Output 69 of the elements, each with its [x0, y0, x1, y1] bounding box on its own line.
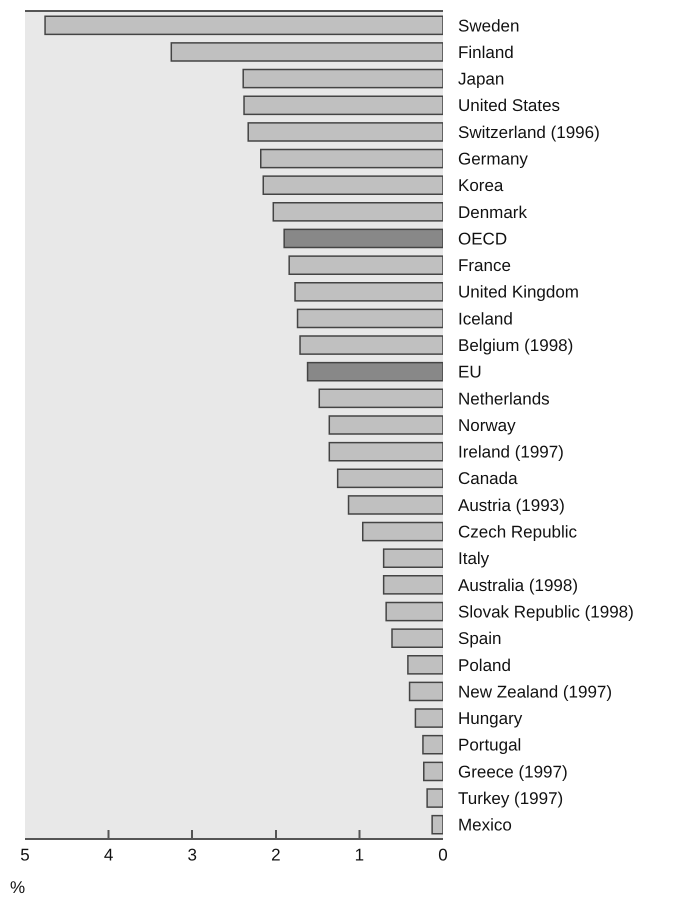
- bar: [44, 16, 443, 36]
- y-tick-label: Austria (1993): [458, 496, 565, 515]
- y-tick-label: Hungary: [458, 709, 523, 728]
- y-tick-label: Belgium (1998): [458, 336, 574, 356]
- bar: [385, 602, 443, 622]
- y-tick-label: Ireland (1997): [458, 442, 564, 462]
- bar: [423, 762, 443, 782]
- bar: [306, 362, 443, 382]
- bar: [299, 335, 443, 355]
- bar: [294, 282, 443, 302]
- bar: [247, 122, 443, 142]
- y-tick-label: France: [458, 256, 511, 276]
- bar: [328, 415, 443, 435]
- y-tick-label: Sweden: [458, 16, 520, 36]
- x-axis-title: %: [10, 878, 26, 897]
- y-tick-label: Denmark: [458, 202, 528, 222]
- y-tick-label: Korea: [458, 176, 504, 196]
- y-tick-label: Norway: [458, 416, 516, 435]
- y-tick-label: EU: [458, 362, 482, 382]
- y-tick-label: United Kingdom: [458, 282, 579, 302]
- y-tick-label: Finland: [458, 42, 514, 62]
- bar: [296, 308, 443, 328]
- x-tick-label: 0: [438, 845, 448, 864]
- bar: [362, 522, 443, 542]
- x-tick-label: 2: [271, 845, 281, 864]
- bar: [272, 202, 443, 222]
- y-tick-label: Canada: [458, 469, 518, 488]
- y-tick-label: Japan: [458, 70, 504, 89]
- y-tick-label: Australia (1998): [458, 576, 578, 595]
- y-tick-label: Netherlands: [458, 389, 550, 408]
- y-tick-label: United States: [458, 96, 560, 116]
- y-tick-label: Slovak Republic (1998): [458, 602, 634, 622]
- y-tick-label: Portugal: [458, 736, 522, 755]
- y-tick-label: Mexico: [458, 816, 512, 835]
- bar: [407, 655, 443, 675]
- bar: [348, 495, 443, 515]
- y-tick-label: OECD: [458, 229, 508, 248]
- bar: [260, 148, 443, 168]
- y-tick-label: Greece (1997): [458, 762, 568, 782]
- bar: [328, 442, 443, 462]
- bar: [414, 708, 443, 728]
- bar: [431, 814, 443, 834]
- bar: [318, 388, 443, 408]
- y-tick-label: Turkey (1997): [458, 788, 564, 808]
- y-tick-label: Italy: [458, 549, 490, 568]
- bar: [426, 788, 443, 808]
- bar: [243, 95, 443, 116]
- x-tick-label: 1: [354, 845, 364, 864]
- y-tick-label: New Zealand (1997): [458, 682, 612, 702]
- bar: [391, 628, 443, 648]
- y-tick-label: Iceland: [458, 309, 513, 328]
- bar: [170, 42, 443, 62]
- bar: [336, 468, 443, 488]
- x-tick-label: 4: [104, 845, 114, 864]
- y-tick-label: Germany: [458, 150, 528, 168]
- bar: [408, 682, 443, 702]
- bar: [382, 575, 443, 595]
- x-tick-label: 3: [187, 845, 197, 864]
- x-tick-label: 5: [20, 845, 30, 864]
- y-tick-label: Poland: [458, 656, 511, 675]
- bar: [382, 548, 443, 568]
- y-tick-label: Switzerland (1996): [458, 122, 600, 142]
- bar: [422, 734, 443, 755]
- bar: [288, 255, 443, 275]
- bar: [283, 228, 443, 248]
- bar: [242, 68, 443, 88]
- y-tick-label: Czech Republic: [458, 522, 578, 542]
- bar: [262, 175, 443, 195]
- y-tick-label: Spain: [458, 629, 502, 648]
